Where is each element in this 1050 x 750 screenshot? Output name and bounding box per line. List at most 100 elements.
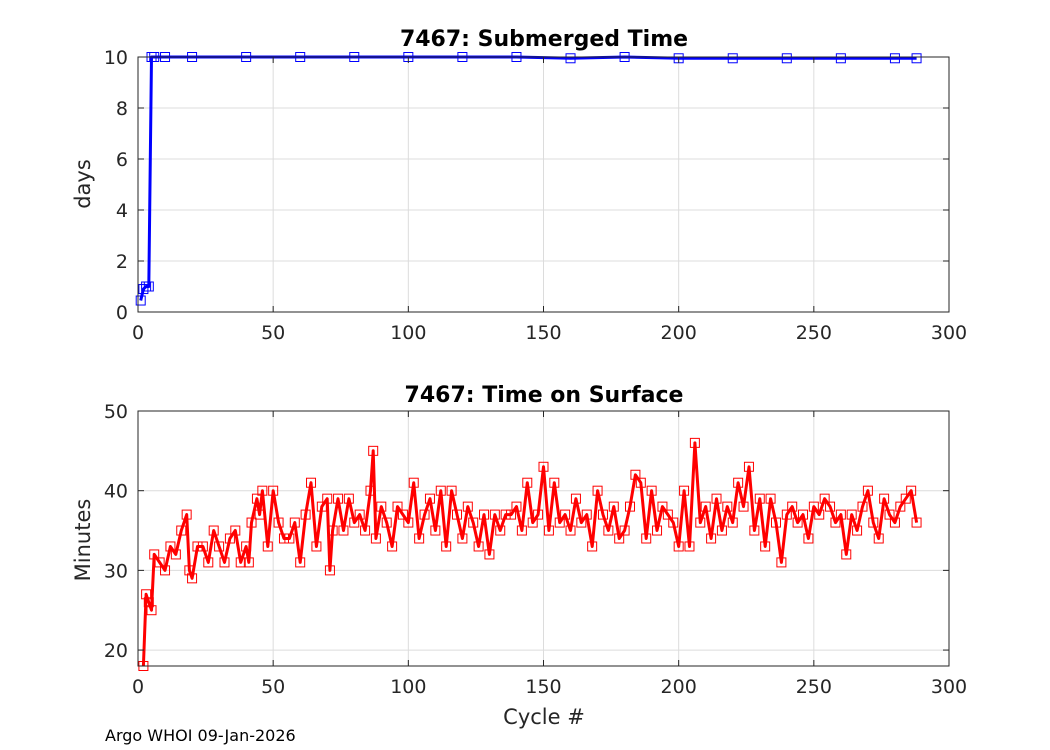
data-point-marker — [322, 493, 333, 504]
x-tick-label: 300 — [931, 322, 967, 344]
data-point-marker — [597, 509, 608, 520]
data-point-marker — [387, 541, 398, 552]
data-point-marker — [560, 509, 571, 520]
data-point-marker — [581, 509, 592, 520]
data-point-marker — [576, 517, 587, 528]
data-point-marker — [219, 557, 230, 568]
data-point-marker — [273, 517, 284, 528]
data-point-marker — [338, 525, 349, 536]
time-on-surface-ticks: 0 50 100 150 200 250 300 20 30 40 50 — [104, 401, 967, 698]
data-point-marker — [479, 509, 490, 520]
data-point-marker — [570, 493, 581, 504]
data-point-marker — [311, 541, 322, 552]
data-point-marker — [727, 517, 738, 528]
data-point-marker — [333, 493, 344, 504]
data-point-marker — [495, 525, 506, 536]
data-point-marker — [614, 533, 625, 544]
data-point-marker — [900, 493, 911, 504]
data-point-marker — [457, 533, 468, 544]
data-point-marker — [906, 485, 917, 496]
data-point-marker — [895, 501, 906, 512]
data-point-marker — [770, 517, 781, 528]
data-point-marker — [608, 501, 619, 512]
submerged-time-plot: 7467: Submerged Time days 0 50 100 150 200 25… — [71, 27, 967, 344]
data-point-marker — [381, 517, 392, 528]
data-point-marker — [316, 501, 327, 512]
data-point-marker — [641, 533, 652, 544]
data-point-marker — [884, 509, 895, 520]
x-tick-label: 0 — [132, 676, 144, 698]
data-point-marker — [149, 549, 160, 560]
data-point-marker — [749, 525, 760, 536]
data-point-marker — [500, 509, 511, 520]
data-point-marker — [246, 517, 257, 528]
data-point-marker — [511, 501, 522, 512]
data-point-marker — [689, 437, 700, 448]
data-point-marker — [327, 525, 338, 536]
data-point-marker — [803, 533, 814, 544]
data-point-marker — [506, 509, 517, 520]
data-point-marker — [873, 533, 884, 544]
data-point-marker — [889, 517, 900, 528]
data-point-marker — [441, 541, 452, 552]
data-point-marker — [798, 509, 809, 520]
data-point-marker — [538, 461, 549, 472]
submerged-time-ticks: 0 50 100 150 200 250 300 0 2 4 6 8 10 — [104, 47, 967, 344]
y-tick-label: 50 — [104, 401, 128, 423]
submerged-time-title: 7467: Submerged Time — [400, 27, 688, 52]
x-tick-label: 100 — [390, 322, 426, 344]
data-point-marker — [262, 541, 273, 552]
data-point-marker — [278, 533, 289, 544]
data-point-marker — [254, 509, 265, 520]
data-point-marker — [354, 509, 365, 520]
data-point-marker — [549, 477, 560, 488]
data-point-marker — [846, 509, 857, 520]
data-point-marker — [684, 541, 695, 552]
y-tick-label: 6 — [116, 149, 128, 171]
time-on-surface-series — [138, 437, 922, 671]
data-point-marker — [300, 509, 311, 520]
data-point-marker — [879, 493, 890, 504]
data-point-marker — [716, 525, 727, 536]
data-point-marker — [722, 501, 733, 512]
y-tick-label: 2 — [116, 251, 128, 273]
data-point-marker — [646, 485, 657, 496]
x-tick-label: 250 — [796, 676, 832, 698]
data-point-marker — [138, 284, 149, 295]
data-point-marker — [184, 565, 195, 576]
data-point-marker — [214, 541, 225, 552]
data-point-marker — [776, 557, 787, 568]
y-tick-label: 30 — [104, 560, 128, 582]
data-point-marker — [565, 53, 576, 64]
data-point-marker — [652, 525, 663, 536]
data-point-marker — [835, 53, 846, 64]
time-on-surface-xlabel: Cycle # — [503, 705, 585, 729]
data-point-marker — [668, 517, 679, 528]
data-point-marker — [825, 501, 836, 512]
data-point-marker — [462, 501, 473, 512]
data-point-marker — [392, 501, 403, 512]
x-tick-label: 250 — [796, 322, 832, 344]
data-point-marker — [414, 533, 425, 544]
data-point-marker — [408, 477, 419, 488]
data-point-marker — [376, 501, 387, 512]
data-point-marker — [695, 517, 706, 528]
data-point-marker — [889, 53, 900, 64]
data-point-marker — [911, 53, 922, 64]
data-point-marker — [208, 525, 219, 536]
data-point-marker — [760, 541, 771, 552]
data-point-marker — [284, 533, 295, 544]
data-point-marker — [706, 533, 717, 544]
data-point-marker — [484, 549, 495, 560]
data-point-marker — [489, 509, 500, 520]
data-point-marker — [619, 525, 630, 536]
data-point-marker — [727, 53, 738, 64]
data-point-marker — [792, 517, 803, 528]
data-point-marker — [733, 477, 744, 488]
x-tick-label: 0 — [132, 322, 144, 344]
data-point-marker — [295, 557, 306, 568]
data-point-marker — [857, 501, 868, 512]
data-point-marker — [781, 53, 792, 64]
data-point-marker — [135, 295, 146, 306]
